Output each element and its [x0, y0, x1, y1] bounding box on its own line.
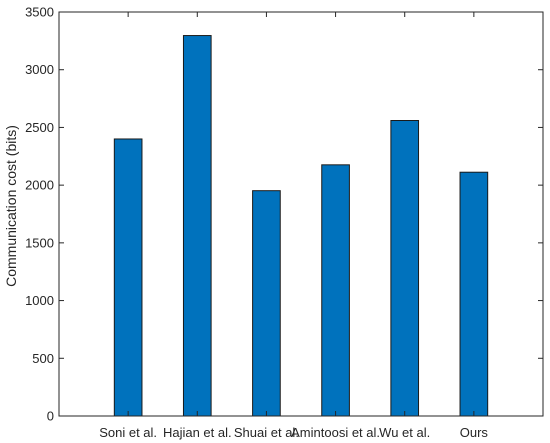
bars-layer: [113, 35, 489, 417]
y-tick-label: 0: [47, 409, 54, 424]
bar-2: [252, 190, 281, 417]
bar-1: [182, 35, 212, 417]
x-tick-label: Ours: [460, 425, 489, 440]
bar-0: [113, 138, 143, 417]
x-tick-label: Amintoosi et al.: [291, 425, 380, 440]
y-tick-label: 3000: [25, 62, 54, 77]
bar-3: [321, 164, 350, 417]
y-tick-label: 3500: [25, 5, 54, 20]
x-tick-label: Hajian et al.: [163, 425, 232, 440]
x-tick-label: Shuai et al.: [234, 425, 299, 440]
y-tick-label: 2500: [25, 120, 54, 135]
bar-5: [459, 171, 489, 417]
y-tick-label: 500: [32, 351, 54, 366]
x-tick-label: Soni et al.: [99, 425, 157, 440]
x-tick-label: Wu et al.: [379, 425, 430, 440]
x-axis-ticks: Soni et al. Hajian et al. Shuai et al.Amin…: [99, 12, 488, 440]
plot-area-border: [58, 11, 544, 417]
y-axis-label: Communication cost (bits): [3, 125, 19, 287]
y-tick-label: 2000: [25, 178, 54, 193]
y-tick-label: 1500: [25, 235, 54, 250]
y-axis-ticks: 0 500 1000 1500 2000 2500 3000 3500: [25, 5, 543, 424]
y-tick-label: 1000: [25, 293, 54, 308]
axes-layer: [58, 11, 544, 417]
bar-4: [390, 120, 420, 417]
